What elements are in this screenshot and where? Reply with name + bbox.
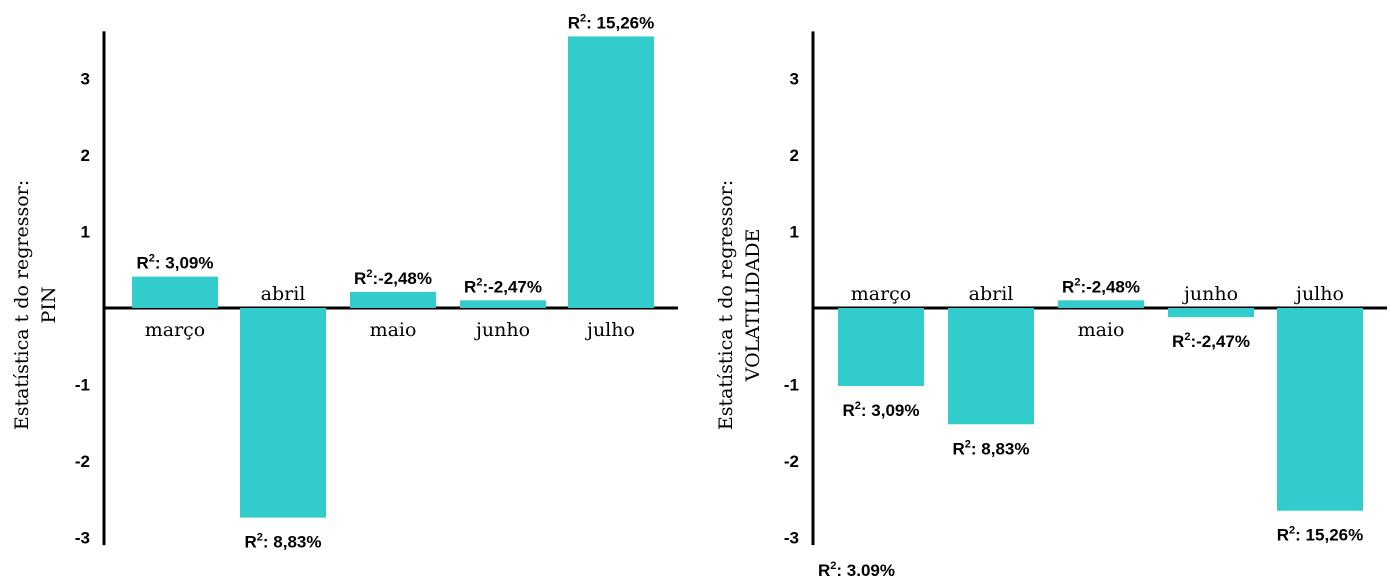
y-tick-label: 3 — [790, 70, 799, 89]
category-label: março — [851, 283, 912, 305]
bar-março — [838, 308, 924, 387]
bar-abril — [240, 308, 326, 518]
footnote-r2-label: R2: 3.09% — [818, 560, 895, 580]
r2-data-label: R2:-2,47% — [1172, 331, 1250, 351]
category-label: abril — [969, 283, 1014, 305]
r2-data-label: R2: 15,26% — [1277, 525, 1363, 545]
category-label: maio — [370, 319, 417, 341]
bar-junho — [460, 300, 546, 308]
r2-data-label: R2: 15,26% — [568, 12, 654, 32]
bar-junho — [1168, 308, 1254, 318]
y-axis-label-line: Estatística t do regressor: — [715, 180, 737, 430]
y-axis-label-line: Estatística t do regressor: — [11, 180, 33, 430]
bar-julho — [568, 36, 654, 309]
y-tick-label: 2 — [790, 146, 799, 165]
r2-data-label: R2:-2,47% — [464, 276, 542, 296]
chart-panel-volatility: -3 -2 -1 1 2 3 Estatística t do regressor: VOLA… — [715, 31, 1387, 548]
category-label: julho — [585, 319, 635, 341]
y-tick-label: -1 — [75, 376, 90, 395]
r2-data-label: R2:-2,48% — [354, 268, 432, 288]
r2-data-label: R2:-2,48% — [1062, 276, 1140, 296]
y-tick-label: -2 — [75, 452, 90, 471]
y-tick-label: 1 — [81, 223, 90, 242]
y-tick-label: -3 — [784, 529, 799, 548]
category-label: abril — [261, 283, 306, 305]
bar-abril — [948, 308, 1034, 425]
y-axis-label-line: PIN — [38, 287, 60, 324]
y-axis-label-line: VOLATILIDADE — [742, 229, 764, 383]
y-tick-label: -3 — [75, 529, 90, 548]
y-tick-label: 3 — [81, 70, 90, 89]
r2-data-label: R2: 8,83% — [953, 438, 1030, 458]
y-tick-label: -2 — [784, 452, 799, 471]
r2-data-label: R2: 3,09% — [843, 400, 920, 420]
chart-panel-pin: -3 -2 -1 1 2 3 Estatística t do regressor: PIN m… — [11, 12, 678, 552]
bar-março — [132, 276, 218, 308]
category-label: junho — [1182, 283, 1238, 305]
y-tick-label: 2 — [81, 146, 90, 165]
bar-julho — [1277, 308, 1363, 511]
bar-maio — [1058, 300, 1144, 308]
r2-data-label: R2: 8,83% — [245, 532, 322, 552]
category-label: maio — [1078, 319, 1125, 341]
y-tick-label: 1 — [790, 223, 799, 242]
y-tick-label: -1 — [784, 376, 799, 395]
category-label: julho — [1294, 283, 1344, 305]
bar-maio — [350, 291, 436, 308]
r2-data-label: R2: 3,09% — [137, 253, 214, 273]
category-label: junho — [474, 319, 530, 341]
category-label: março — [145, 319, 206, 341]
